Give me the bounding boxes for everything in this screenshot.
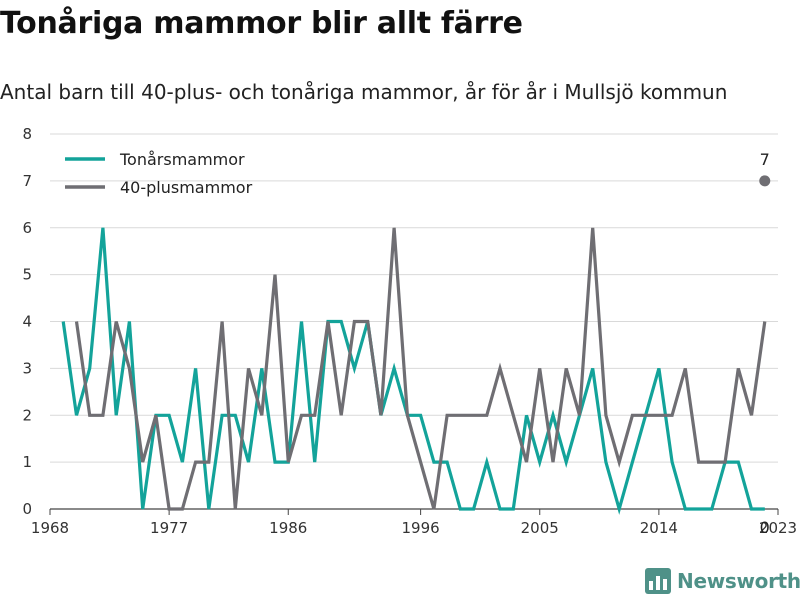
y-tick-label: 7: [22, 172, 32, 190]
bar-chart-logo-icon: [645, 568, 671, 594]
x-tick-label: 1968: [31, 519, 69, 537]
legend: Tonårsmammor 40-plusmammor: [65, 150, 253, 197]
series-lines: [61, 227, 767, 515]
x-axis: 1968 1977 1986 1996 2005 2014 2023: [31, 509, 797, 537]
x-tick-label: 2005: [521, 519, 559, 537]
y-tick-label: 0: [22, 500, 32, 518]
x-tick-label: 1996: [402, 519, 440, 537]
x-tick-label: 2023: [759, 519, 797, 537]
annotations: 70: [759, 150, 771, 537]
chart-subtitle: Antal barn till 40-plus- och tonåriga ma…: [0, 80, 728, 104]
y-axis: 0 1 2 3 4 5 6 7 8: [22, 125, 32, 518]
y-tick-label: 1: [22, 453, 32, 471]
end-value-label: 0: [760, 518, 770, 537]
y-tick-label: 8: [22, 125, 32, 143]
series-line-40-plusmammor: [74, 227, 767, 511]
end-value-label: 7: [760, 150, 770, 169]
newsworthy-logo: Newsworthy: [645, 568, 800, 594]
legend-label: Tonårsmammor: [119, 150, 245, 169]
legend-label: 40-plusmammor: [120, 178, 253, 197]
brand-name: Newsworthy: [677, 569, 800, 593]
chart-title: Tonåriga mammor blir allt färre: [0, 6, 523, 41]
y-tick-label: 5: [22, 266, 32, 284]
x-tick-label: 2014: [640, 519, 678, 537]
end-point-marker: [759, 175, 771, 187]
y-tick-label: 3: [22, 359, 32, 377]
x-tick-label: 1977: [150, 519, 188, 537]
y-tick-label: 2: [22, 406, 32, 424]
y-tick-label: 4: [22, 313, 32, 331]
x-tick-label: 1986: [269, 519, 307, 537]
series-line-tonårsmammor: [61, 227, 765, 515]
y-tick-label: 6: [22, 219, 32, 237]
